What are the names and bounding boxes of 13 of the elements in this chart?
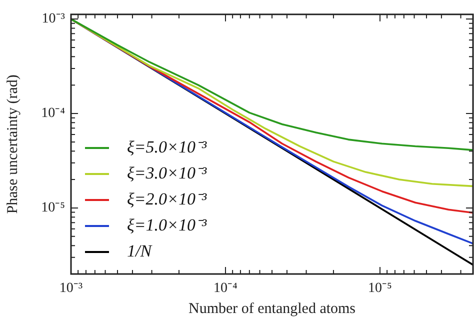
x-tick-label: 10⁻³ [59, 281, 83, 296]
legend-label: 1/N [127, 241, 154, 260]
x-axis-title: Number of entangled atoms [188, 300, 356, 317]
y-tick-label: 10⁻⁵ [41, 200, 66, 216]
x-tick-label: 10⁻⁵ [368, 281, 392, 296]
legend-label: ξ=3.0×10⁻³ [127, 163, 208, 182]
x-tick-label: 10⁻⁴ [214, 281, 238, 296]
y-tick-label: 10⁻³ [42, 12, 65, 27]
legend-label: ξ=5.0×10⁻³ [127, 137, 208, 156]
legend-label: ξ=2.0×10⁻³ [127, 189, 208, 208]
legend-label: ξ=1.0×10⁻³ [127, 215, 208, 234]
y-axis-title: Phase uncertainty (rad) [4, 74, 21, 214]
y-tick-label: 10⁻⁴ [41, 106, 66, 122]
